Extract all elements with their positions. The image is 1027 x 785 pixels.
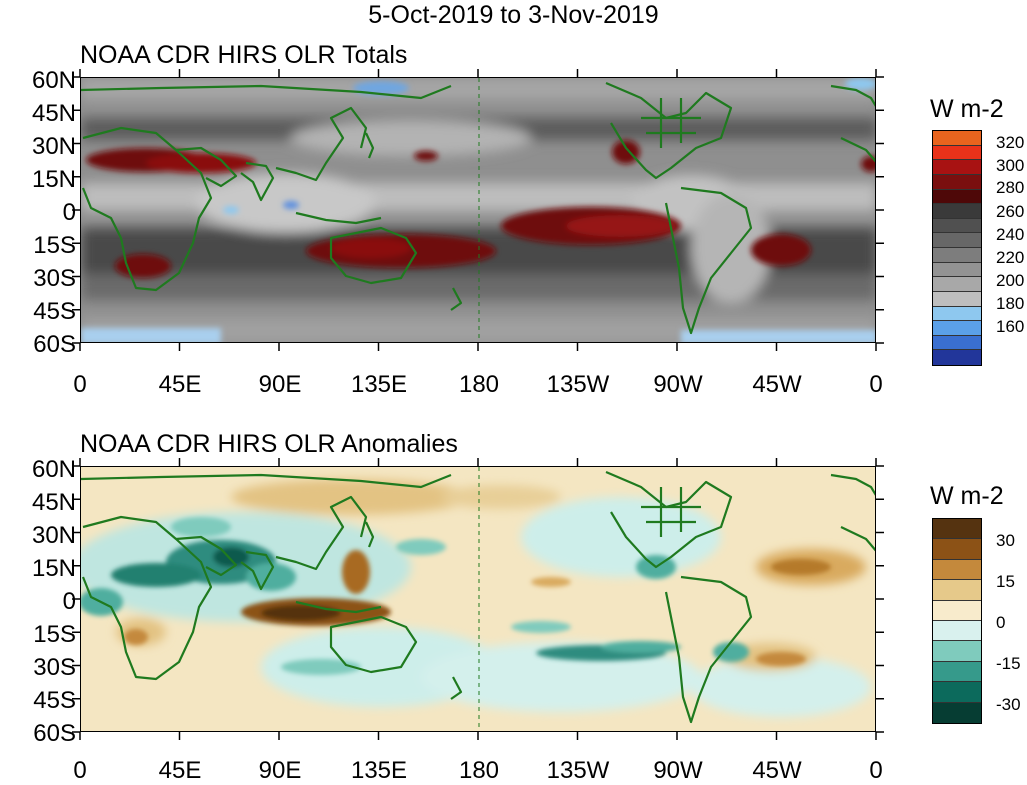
totals-colorbar-swatch [933,160,981,175]
totals-lat-label: 15N [31,166,76,193]
totals-colorbar-swatch [933,145,981,161]
totals-colorbar-swatch [933,291,981,307]
totals-lon-label: 45E [158,371,202,398]
anomalies-colorbar-swatch [933,641,981,662]
totals-lat-label: 30N [31,133,76,160]
anomalies-units-label: W m-2 [930,482,1004,510]
anomalies-lat-label: 30N [31,522,76,549]
totals-units-label: W m-2 [930,95,1004,123]
totals-colorbar-swatch [933,277,981,292]
totals-lon-label: 45W [752,371,802,398]
totals-colorbar-label: 260 [996,202,1025,221]
anomalies-lat-label: 15S [33,621,76,648]
anomalies-colorbar-label: 0 [996,613,1006,632]
totals-colorbar [932,130,982,366]
anomalies-colorbar-swatch [933,539,981,560]
anomalies-colorbar-swatch [933,600,981,621]
totals-colorbar-label: 220 [996,248,1025,267]
anomalies-colorbar-swatch [933,519,981,540]
anomalies-lat-label: 45S [33,687,76,714]
totals-colorbar-label: 300 [996,156,1025,175]
totals-colorbar-label: 240 [996,225,1025,244]
anomalies-lat-label: 30S [33,654,76,681]
totals-lon-label: 180 [458,371,500,398]
anomalies-lon-label: 0 [73,757,87,784]
totals-lat-label: 45S [33,298,76,325]
anomalies-colorbar-swatch [933,559,981,581]
anomalies-lon-label: 90E [258,757,302,784]
anomalies-lat-label: 15N [31,555,76,582]
anomalies-lon-label: 90W [653,757,703,784]
anomalies-lat-label: 0 [62,588,76,615]
main-title: 5-Oct-2019 to 3-Nov-2019 [368,1,659,29]
anomalies-colorbar-swatch [933,580,981,601]
anomalies-lat-label: 45N [31,489,76,516]
anomalies-lon-label: 135W [546,757,610,784]
anomalies-map-image [81,467,875,731]
totals-lat-label: 30S [33,265,76,292]
totals-lat-label: 60S [33,331,76,358]
anomalies-colorbar-label: 15 [996,572,1015,591]
anomalies-lon-label: 45E [158,757,202,784]
totals-colorbar-swatch [933,321,981,336]
totals-colorbar-label: 180 [996,294,1025,313]
totals-colorbar-label: 280 [996,178,1025,197]
totals-colorbar-label: 200 [996,271,1025,290]
anomalies-panel-title: NOAA CDR HIRS OLR Anomalies [80,430,458,458]
totals-colorbar-label: 320 [996,133,1025,152]
totals-lat-label: 15S [33,232,76,259]
totals-colorbar-swatch [933,233,981,248]
totals-colorbar-swatch [933,248,981,263]
anomalies-lon-label: 180 [458,757,500,784]
anomalies-lon-label: 45W [752,757,802,784]
totals-colorbar-label: 160 [996,317,1025,336]
anomalies-colorbar-swatch [933,661,981,683]
totals-lat-label: 45N [31,100,76,127]
totals-lon-label: 135W [546,371,610,398]
totals-lon-label: 90E [258,371,302,398]
anomalies-lon-label: 0 [869,757,883,784]
totals-colorbar-swatch [933,262,981,278]
anomalies-lat-label: 60S [33,720,76,747]
anomalies-lat-label: 60N [31,456,76,483]
totals-panel-title: NOAA CDR HIRS OLR Totals [80,41,408,69]
anomalies-colorbar-swatch [933,702,981,723]
totals-lon-label: 90W [653,371,703,398]
anomalies-colorbar-label: -30 [996,695,1021,714]
anomalies-colorbar-swatch [933,620,981,642]
anomalies-lon-label: 135E [350,757,408,784]
totals-colorbar-swatch [933,204,981,219]
totals-colorbar-swatch [933,189,981,205]
anomalies-colorbar [932,518,982,724]
anomalies-colorbar-label: -15 [996,654,1021,673]
totals-lat-label: 0 [62,199,76,226]
totals-lon-label: 0 [73,371,87,398]
totals-colorbar-swatch [933,350,981,365]
totals-lon-label: 0 [869,371,883,398]
totals-colorbar-swatch [933,131,981,146]
totals-colorbar-swatch [933,174,981,190]
totals-map [80,77,876,343]
anomalies-colorbar-label: 30 [996,531,1015,550]
totals-colorbar-swatch [933,335,981,351]
anomalies-colorbar-swatch [933,682,981,703]
anomalies-map [80,466,876,732]
totals-lon-label: 135E [350,371,408,398]
totals-map-image [81,78,875,342]
totals-lat-label: 60N [31,67,76,94]
totals-colorbar-swatch [933,306,981,322]
totals-colorbar-swatch [933,218,981,234]
